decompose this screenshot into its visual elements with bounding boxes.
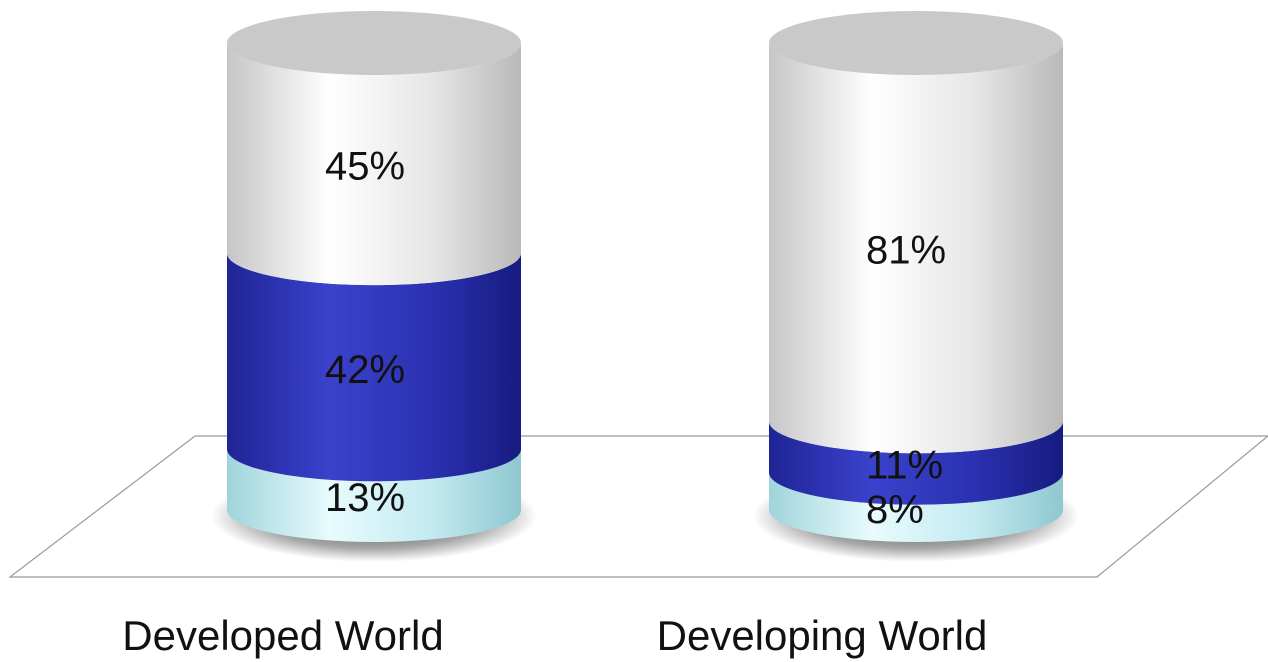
segment-developing-world-2 bbox=[769, 421, 1063, 505]
data-label-developed-world-1: 13% bbox=[325, 476, 405, 520]
segment-labels-group: 13% 42% 45% 8%11% 81% bbox=[325, 145, 946, 532]
cylinder-top-cap-developing-world bbox=[769, 11, 1063, 75]
cylinders-group bbox=[211, 11, 1079, 562]
data-label-developing-world-1: 8% bbox=[866, 488, 924, 532]
data-label-developing-world-3: 81% bbox=[866, 229, 946, 273]
data-label-developing-world-2: 11% bbox=[866, 444, 943, 488]
segment-developing-world-1 bbox=[769, 472, 1063, 542]
category-labels-group: Developed World Developing World bbox=[122, 612, 987, 659]
segment-developed-world-1 bbox=[227, 449, 521, 542]
data-label-developed-world-2: 42% bbox=[325, 348, 405, 392]
segment-developed-world-2 bbox=[227, 253, 521, 482]
segment-developed-world-3 bbox=[227, 43, 521, 286]
segment-developing-world-3 bbox=[769, 43, 1063, 454]
cylinder-top-cap-developed-world bbox=[227, 11, 521, 75]
data-label-developed-world-3: 45% bbox=[325, 145, 405, 189]
category-label-developing-world: Developing World bbox=[657, 612, 988, 659]
floor-plane bbox=[8, 435, 1268, 578]
category-label-developed-world: Developed World bbox=[122, 612, 443, 659]
